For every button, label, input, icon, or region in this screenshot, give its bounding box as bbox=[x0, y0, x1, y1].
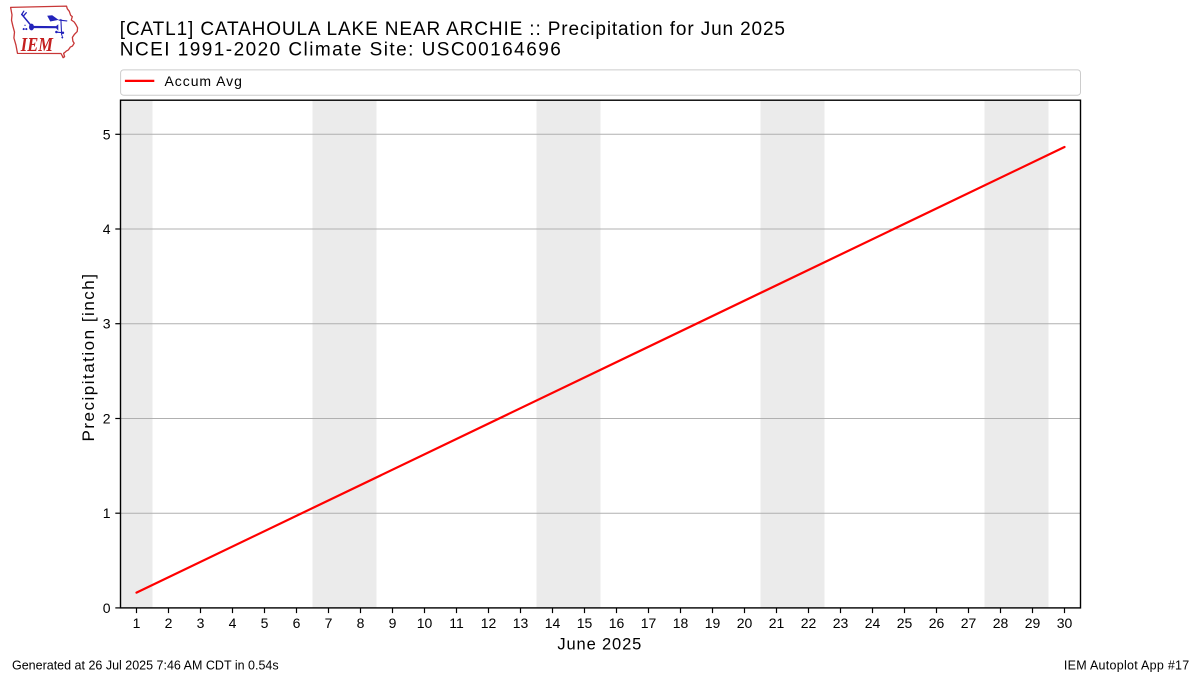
svg-text:[CATL1] CATAHOULA LAKE NEAR AR: [CATL1] CATAHOULA LAKE NEAR ARCHIE :: Pr… bbox=[120, 19, 786, 40]
svg-text:12: 12 bbox=[481, 615, 497, 631]
svg-text:IEM Autoplot App #17: IEM Autoplot App #17 bbox=[1064, 658, 1190, 672]
svg-text:16: 16 bbox=[609, 615, 625, 631]
svg-text:30: 30 bbox=[1057, 615, 1073, 631]
svg-text:IEM: IEM bbox=[20, 34, 54, 56]
svg-text:2: 2 bbox=[103, 411, 111, 427]
svg-text:0: 0 bbox=[103, 600, 111, 616]
svg-text:8: 8 bbox=[357, 615, 365, 631]
svg-text:19: 19 bbox=[705, 615, 721, 631]
svg-text:20: 20 bbox=[737, 615, 753, 631]
svg-text:28: 28 bbox=[993, 615, 1009, 631]
svg-text:7: 7 bbox=[325, 615, 333, 631]
svg-text:1: 1 bbox=[103, 505, 111, 521]
svg-text:Generated at 26 Jul 2025 7:46: Generated at 26 Jul 2025 7:46 AM CDT in … bbox=[12, 658, 279, 672]
svg-text:14: 14 bbox=[545, 615, 561, 631]
svg-text:21: 21 bbox=[769, 615, 785, 631]
svg-text:13: 13 bbox=[513, 615, 529, 631]
svg-text:10: 10 bbox=[417, 615, 433, 631]
svg-text:25: 25 bbox=[897, 615, 913, 631]
svg-text:June 2025: June 2025 bbox=[557, 636, 642, 654]
svg-text:NCEI 1991-2020 Climate Site: U: NCEI 1991-2020 Climate Site: USC00164696 bbox=[120, 40, 562, 61]
svg-text:23: 23 bbox=[833, 615, 849, 631]
svg-text:11: 11 bbox=[449, 615, 464, 631]
svg-text:29: 29 bbox=[1025, 615, 1041, 631]
svg-text:2: 2 bbox=[165, 615, 173, 631]
svg-text:9: 9 bbox=[389, 615, 397, 631]
svg-text:22: 22 bbox=[801, 615, 817, 631]
svg-text:4: 4 bbox=[229, 615, 237, 631]
svg-text:18: 18 bbox=[673, 615, 689, 631]
svg-text:6: 6 bbox=[293, 615, 301, 631]
svg-text:5: 5 bbox=[261, 615, 269, 631]
svg-text:1: 1 bbox=[133, 615, 141, 631]
svg-text:17: 17 bbox=[641, 615, 657, 631]
svg-text:4: 4 bbox=[103, 221, 111, 237]
svg-text:27: 27 bbox=[961, 615, 977, 631]
svg-text:26: 26 bbox=[929, 615, 945, 631]
svg-text:3: 3 bbox=[103, 316, 111, 332]
svg-text:Precipitation [inch]: Precipitation [inch] bbox=[79, 273, 98, 442]
svg-text:15: 15 bbox=[577, 615, 593, 631]
svg-text:5: 5 bbox=[103, 126, 111, 142]
svg-text:24: 24 bbox=[865, 615, 881, 631]
svg-text:3: 3 bbox=[197, 615, 205, 631]
svg-text:Accum Avg: Accum Avg bbox=[165, 73, 243, 89]
